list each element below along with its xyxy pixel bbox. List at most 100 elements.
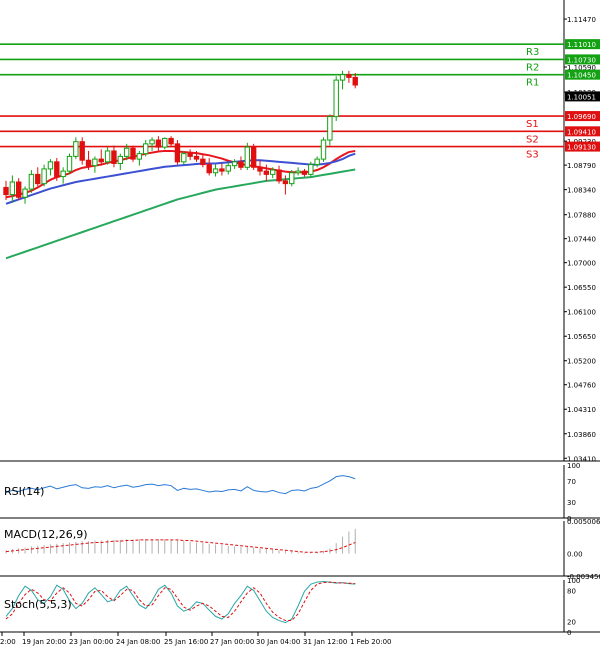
candle-body	[295, 170, 301, 174]
candle-body	[66, 155, 73, 172]
candle-body	[238, 161, 244, 168]
candle-body	[16, 181, 22, 198]
price-axis-label: 1.03860	[567, 431, 596, 439]
price-axis-label: 1.05650	[567, 333, 596, 341]
candle-body	[314, 158, 320, 166]
stoch-label: Stoch(5,5,3)	[4, 598, 72, 611]
level-name-r3: R3	[526, 47, 539, 58]
candle-body	[187, 153, 193, 157]
level-name-r2: R2	[526, 62, 539, 73]
candle-body	[79, 141, 85, 161]
price-axis-label: 1.06550	[567, 284, 596, 292]
candle-body	[123, 147, 130, 157]
current-price-label: 1.10051	[567, 93, 596, 101]
level-price-box	[565, 69, 600, 80]
level-name-r1: R1	[526, 78, 539, 89]
stoch-axis-label: 0	[567, 629, 571, 637]
candle-body	[327, 116, 333, 141]
stoch-axis-label: 80	[567, 587, 576, 595]
rsi-line	[5, 475, 356, 495]
price-axis-label: 1.06100	[567, 309, 596, 317]
macd-axis-label: -0.003458	[567, 573, 600, 581]
time-axis-label: 2:00	[0, 638, 16, 646]
time-axis-label: 30 Jan 04:00	[256, 638, 300, 646]
candle-body	[352, 76, 358, 86]
candle-body	[168, 137, 174, 145]
candle-body	[276, 169, 282, 182]
candle-body	[193, 155, 200, 160]
price-axis-label: 1.04760	[567, 382, 596, 390]
candle-body	[117, 155, 123, 164]
candle-body	[104, 150, 111, 163]
level-price-box	[565, 126, 600, 137]
time-axis: 2:00 19 Jan 20:00 23 Jan 00:00 24 Jan 08:00…	[0, 632, 391, 646]
stoch-pane: 100 80 20 0 Stoch(5,5,3)	[0, 577, 600, 637]
price-pane: 1.114701.105901.101301.092301.087901.083…	[0, 0, 600, 463]
candle-body	[143, 143, 149, 155]
candle-body	[333, 79, 339, 118]
time-axis-label: 23 Jan 00:00	[69, 638, 113, 646]
candle-body	[212, 168, 219, 174]
candle-body	[54, 161, 60, 178]
candle-body	[162, 137, 168, 148]
level-price-box	[565, 39, 600, 50]
price-axis-label: 1.08790	[567, 162, 596, 170]
candle-body	[149, 139, 155, 145]
moving-average-line	[5, 152, 356, 205]
stoch-main-line	[5, 581, 356, 624]
level-price-label: 1.09130	[567, 144, 596, 152]
candle-body	[219, 168, 225, 172]
rsi-axis-label: 0	[567, 515, 571, 523]
candle-body	[98, 158, 104, 163]
candle-body	[3, 186, 9, 196]
time-axis-label: 31 Jan 12:00	[303, 638, 347, 646]
candle-body	[28, 173, 35, 190]
price-axis-label: 1.04310	[567, 406, 596, 414]
stoch-axis-label: 20	[567, 619, 576, 627]
time-axis-label: 27 Jan 00:00	[210, 638, 254, 646]
macd-label: MACD(12,26,9)	[4, 528, 88, 541]
candle-body	[301, 170, 308, 175]
candle-body	[9, 181, 16, 196]
level-price-box	[565, 111, 600, 122]
macd-axis-label: 0.00	[567, 551, 583, 559]
candle-body	[200, 158, 206, 166]
price-axis-label: 1.08340	[567, 187, 596, 195]
rsi-label: RSI(14)	[4, 485, 44, 498]
level-price-label: 1.09410	[567, 128, 596, 136]
candle-body	[244, 146, 251, 168]
price-axis-label: 1.05200	[567, 358, 596, 366]
level-price-label: 1.09690	[567, 113, 596, 121]
candle-body	[250, 146, 257, 168]
rsi-axis-label: 30	[567, 499, 576, 507]
candle-body	[181, 153, 187, 163]
macd-axis-label: 0.005006	[567, 518, 600, 526]
level-name-s2: S2	[526, 134, 539, 145]
candle-body	[308, 164, 314, 175]
candle-body	[231, 161, 238, 167]
price-axis-label: 1.07000	[567, 260, 596, 268]
current-price-box	[565, 91, 600, 102]
candle-body	[130, 147, 136, 160]
level-name-s1: S1	[526, 119, 539, 130]
candle-body	[257, 166, 263, 172]
level-price-box	[565, 141, 600, 152]
time-axis-label: 1 Feb 20:00	[350, 638, 391, 646]
moving-average-line	[5, 168, 356, 260]
candle-body	[136, 153, 143, 160]
candle-body	[35, 173, 41, 185]
candle-body	[270, 169, 276, 175]
candle-body	[206, 164, 212, 174]
candle-body	[225, 165, 231, 172]
candle-body	[155, 139, 162, 148]
candle-body	[73, 141, 79, 157]
candle-body	[47, 161, 54, 170]
macd-pane: 0.005006 0.00 -0.003458 MACD(12,26,9)	[0, 518, 600, 581]
candle-body	[111, 150, 117, 164]
price-axis-label: 1.11470	[567, 16, 596, 24]
rsi-axis-label: 70	[567, 478, 576, 486]
time-axis-label: 25 Jan 16:00	[164, 638, 208, 646]
candle-body	[346, 74, 352, 78]
